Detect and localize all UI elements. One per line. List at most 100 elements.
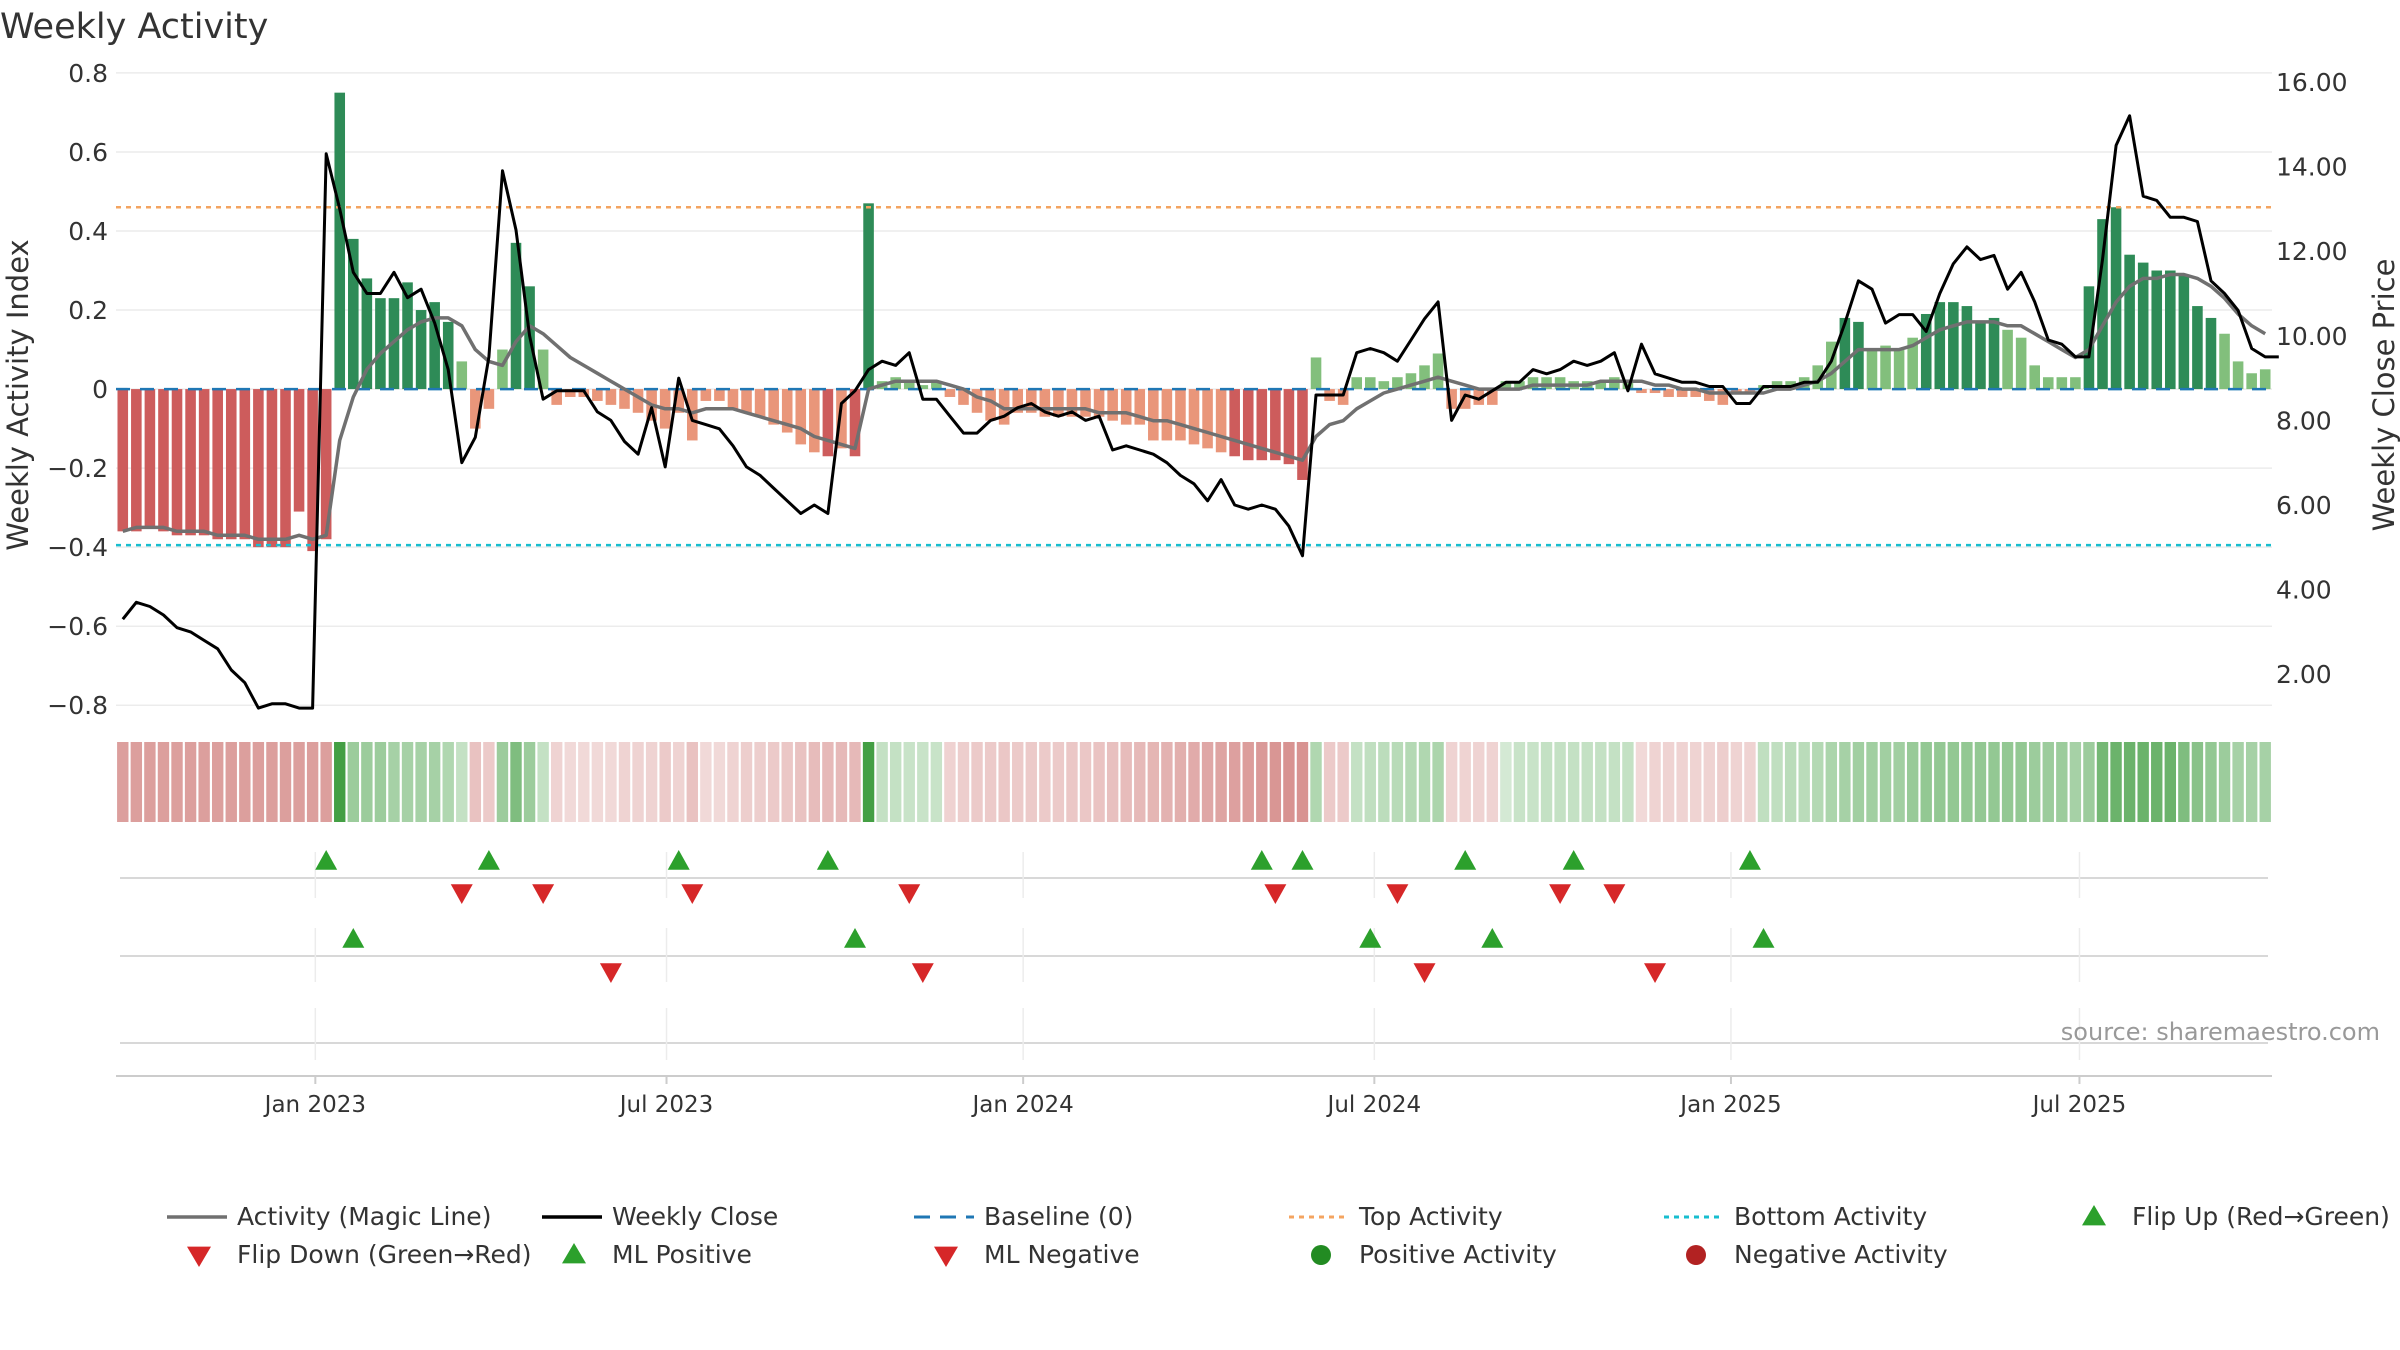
strip-band [2123,742,2136,822]
activity-bar [1120,389,1132,425]
strip-band [415,742,427,822]
activity-bar [781,389,793,433]
activity-bar [1229,389,1240,457]
flip-up-marker [667,850,690,870]
activity-bar [1717,389,1729,405]
strip-band [2056,742,2068,822]
strip-band [1256,742,1268,822]
strip-band [198,742,210,822]
legend-label: Flip Up (Red→Green) [2132,1202,2390,1231]
strip-band [862,742,875,822]
strip-band [1432,742,1444,822]
activity-bar [348,238,359,390]
legend-item: Top Activity [1289,1202,1503,1231]
strip-band [984,742,997,822]
flip-down-marker [1264,884,1287,904]
activity-bar [2042,377,2054,390]
activity-bar [537,349,549,390]
activity-bar [2192,306,2203,390]
activity-bar [2165,270,2176,390]
strip-band [550,742,563,822]
legend: Activity (Magic Line) Weekly Close Baselin… [167,1202,2390,1269]
strip-band [2164,742,2176,822]
activity-bar [2056,377,2068,390]
legend-label: Flip Down (Green→Red) [237,1240,532,1269]
legend-item: Flip Down (Green→Red) [187,1240,532,1269]
ml-negative-marker [1644,963,1667,983]
strip-band [212,742,224,822]
strip-band [1039,742,1051,822]
strip-band [361,742,373,822]
activity-bar [1161,389,1173,441]
activity-bar [1310,357,1322,390]
strip-band [347,742,359,822]
activity-bar [1175,389,1186,441]
activity-bar [768,389,779,425]
flip-down-marker [681,884,704,904]
strip-band [1988,742,2000,822]
y-tick-label: 0.2 [68,296,108,325]
strip-band [917,742,929,822]
activity-bar [253,389,264,548]
strip-band [1378,742,1390,822]
activity-bar [1188,389,1200,445]
activity-bar [320,389,332,540]
activity-bar [483,389,495,409]
strip-band [1201,742,1214,822]
activity-bar [158,389,169,532]
strip-band [876,742,888,822]
activity-bar [171,389,183,536]
strip-band [645,742,658,822]
strip-band [1540,742,1553,822]
strip-band [428,742,441,822]
strip-band [1228,742,1241,822]
strip-band [957,742,970,822]
flip-up-marker [1291,850,1314,870]
legend-item: ML Negative [934,1240,1140,1269]
y2-tick-label: 2.00 [2276,660,2332,689]
ml-negative-marker [1413,963,1436,983]
activity-bar [1527,377,1539,390]
legend-circle-icon [1311,1245,1331,1265]
activity-bar [2151,270,2163,390]
strip-band [1500,742,1512,822]
strip-band [1323,742,1336,822]
series-lines [121,114,2279,710]
strip-band [1771,742,1783,822]
strip-band [930,742,943,822]
strip-band [401,742,414,822]
activity-bar [1405,373,1417,390]
strip-band [2191,742,2204,822]
strip-band [1866,742,1878,822]
strip-band [157,742,170,822]
x-tick-label: Jan 2023 [263,1092,366,1118]
activity-bar [1134,389,1146,425]
y-tick-label: −0.2 [47,454,108,483]
y2-tick-label: 12.00 [2276,237,2348,266]
activity-bar [944,389,956,397]
activity-bar [1148,389,1159,441]
activity-bar [903,381,915,390]
y2-axis-label: Weekly Close Price [2367,259,2400,532]
strip-band [1676,742,1688,822]
x-tick-label: Jul 2023 [618,1092,714,1118]
strip-band [2096,742,2109,822]
activity-bar [2070,377,2081,390]
strip-band [442,742,454,822]
activity-bar [1500,381,1512,390]
activity-bar [1378,381,1390,390]
activity-bar [1893,349,1905,390]
activity-bar [1554,377,1566,390]
strip-band [388,742,400,822]
strip-band [2015,742,2027,822]
activity-bar [1744,389,1756,394]
strip-band [822,742,834,822]
legend-label: Weekly Close [612,1202,778,1231]
legend-item: Positive Activity [1311,1240,1557,1269]
flip-markers [315,850,1775,983]
legend-label: Bottom Activity [1734,1202,1927,1231]
activity-bar [1446,389,1457,409]
activity-bar [592,389,603,401]
legend-item: ML Positive [562,1240,752,1269]
activity-bar [2205,317,2217,390]
